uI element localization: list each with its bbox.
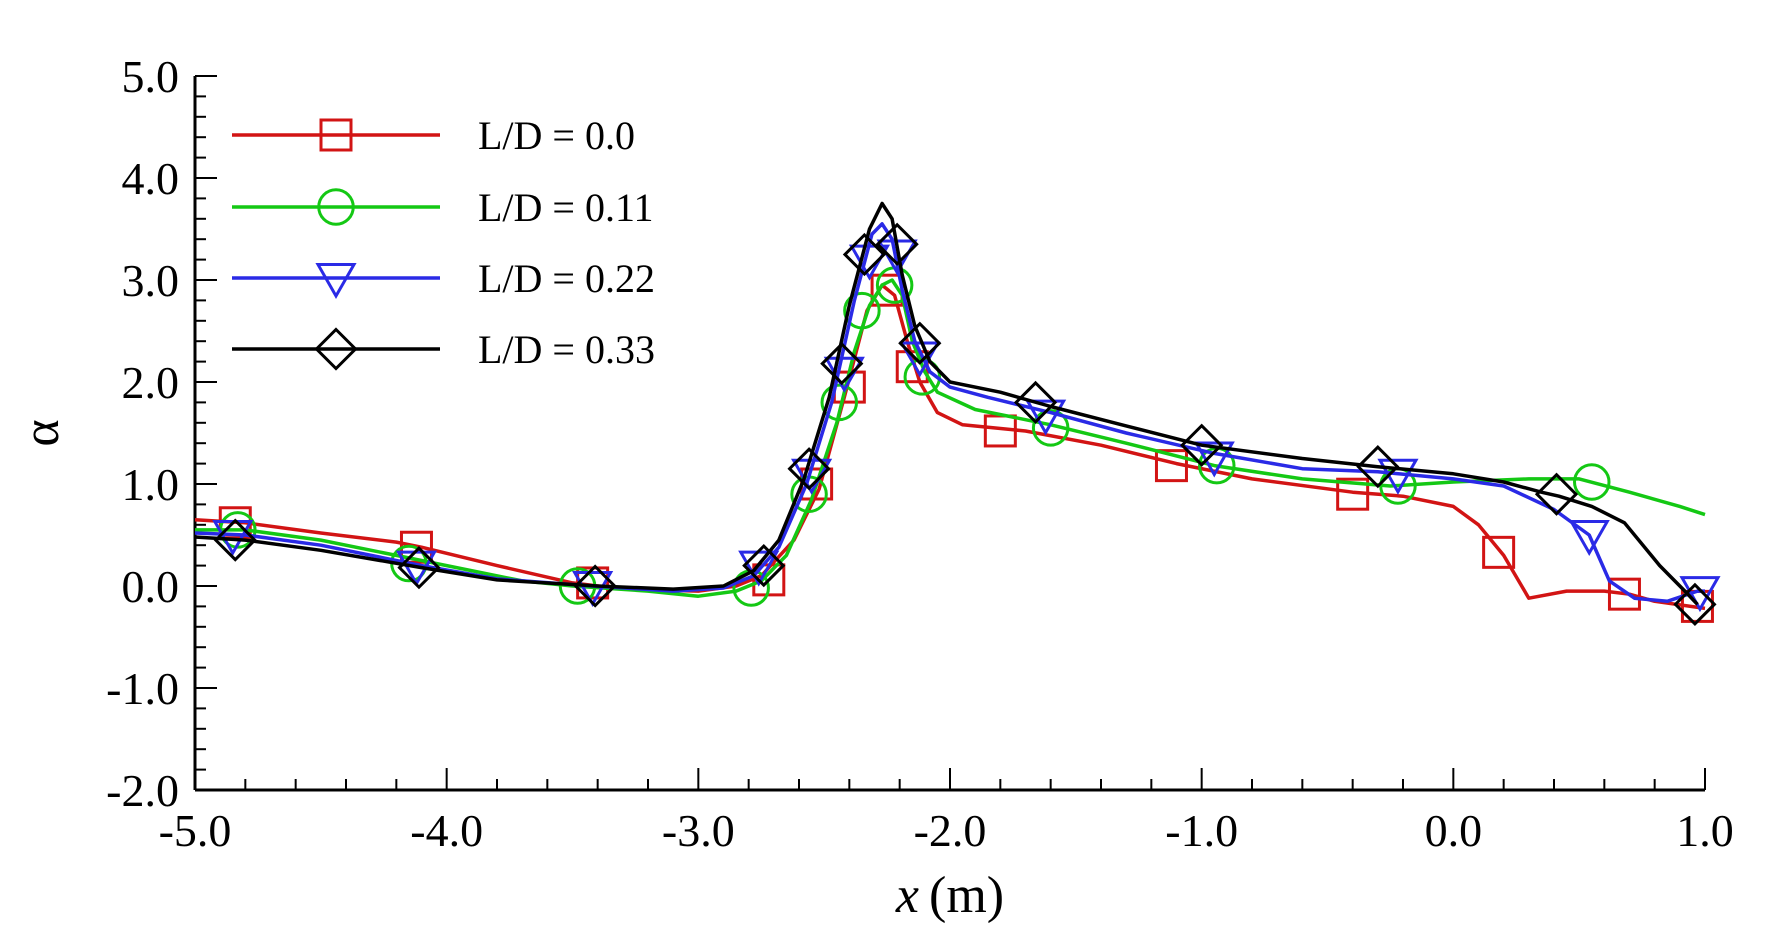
square-marker bbox=[1607, 577, 1641, 611]
square-marker bbox=[1482, 535, 1516, 569]
circle-marker bbox=[843, 291, 881, 330]
legend-label: L/D = 0.33 bbox=[478, 327, 655, 372]
triangle-marker bbox=[1568, 520, 1610, 557]
series-line bbox=[194, 222, 1705, 604]
x-ticks: -5.0 -4.0 -3.0 -2.0 -1.0 0.0 1.0 bbox=[159, 768, 1734, 856]
x-axis-title: x (m) bbox=[895, 867, 1004, 924]
diamond-marker bbox=[1356, 445, 1400, 489]
diamond-marker bbox=[1180, 423, 1224, 467]
x-tick-label: -4.0 bbox=[410, 805, 483, 856]
triangle-marker bbox=[315, 263, 357, 300]
y-ticks: -2.0 -1.0 0.0 1.0 2.0 3.0 4.0 5.0 bbox=[106, 51, 217, 816]
square-marker bbox=[1336, 477, 1370, 511]
y-tick-label: -2.0 bbox=[106, 765, 179, 816]
x-tick-label: -3.0 bbox=[662, 805, 735, 856]
y-tick-label: 0.0 bbox=[122, 561, 180, 612]
square-marker bbox=[319, 118, 353, 152]
diamond-marker bbox=[314, 327, 358, 371]
diamond-marker bbox=[742, 543, 786, 588]
series-1 bbox=[195, 266, 1706, 607]
diamond-marker bbox=[820, 342, 864, 386]
legend-item: L/D = 0.11 bbox=[232, 185, 654, 230]
y-tick-label: 5.0 bbox=[122, 51, 180, 102]
triangle-marker bbox=[572, 571, 614, 608]
diamond-marker bbox=[1013, 380, 1058, 425]
x-tick-label: -5.0 bbox=[159, 805, 232, 856]
plot-area bbox=[193, 76, 1705, 792]
triangle-marker bbox=[1025, 399, 1067, 436]
circle-marker bbox=[1573, 463, 1611, 501]
circle-marker bbox=[1031, 409, 1070, 447]
legend: L/D = 0.0 L/D = 0.11 L/D = 0.22 L/D = 0.33 bbox=[232, 113, 655, 372]
legend-item: L/D = 0.33 bbox=[232, 327, 655, 372]
diamond-marker bbox=[898, 321, 942, 365]
legend-label: L/D = 0.0 bbox=[478, 113, 635, 158]
circle-marker bbox=[317, 188, 355, 226]
diamond-marker bbox=[875, 222, 919, 266]
series-3 bbox=[194, 201, 1717, 626]
x-tick-label: -2.0 bbox=[914, 805, 987, 856]
legend-item: L/D = 0.0 bbox=[232, 113, 635, 158]
legend-label: L/D = 0.11 bbox=[478, 185, 654, 230]
y-tick-label: -1.0 bbox=[106, 663, 179, 714]
series-line bbox=[194, 201, 1699, 606]
y-tick-label: 3.0 bbox=[122, 255, 180, 306]
y-tick-label: 4.0 bbox=[122, 153, 180, 204]
y-tick-label: 1.0 bbox=[122, 459, 180, 510]
x-axis-unit: (m) bbox=[929, 867, 1004, 924]
x-axis-variable: x bbox=[895, 867, 919, 924]
y-axis-title: α bbox=[13, 419, 70, 446]
series-layer bbox=[194, 201, 1721, 626]
legend-item: L/D = 0.22 bbox=[232, 256, 655, 301]
legend-label: L/D = 0.22 bbox=[478, 256, 655, 301]
diamond-marker bbox=[842, 232, 887, 277]
x-tick-label: 1.0 bbox=[1676, 805, 1734, 856]
triangle-marker bbox=[1193, 441, 1235, 478]
diamond-marker bbox=[1673, 582, 1717, 626]
diamond-marker bbox=[573, 564, 617, 608]
diamond-marker bbox=[397, 546, 441, 590]
x-tick-label: 0.0 bbox=[1425, 805, 1483, 856]
diamond-marker bbox=[787, 447, 831, 491]
y-tick-label: 2.0 bbox=[122, 357, 180, 408]
square-marker bbox=[1154, 449, 1188, 483]
diamond-marker bbox=[1534, 472, 1579, 516]
triangle-marker bbox=[1679, 576, 1721, 613]
diamond-marker bbox=[213, 518, 257, 562]
circle-marker bbox=[820, 383, 859, 422]
x-tick-label: -1.0 bbox=[1165, 805, 1238, 856]
